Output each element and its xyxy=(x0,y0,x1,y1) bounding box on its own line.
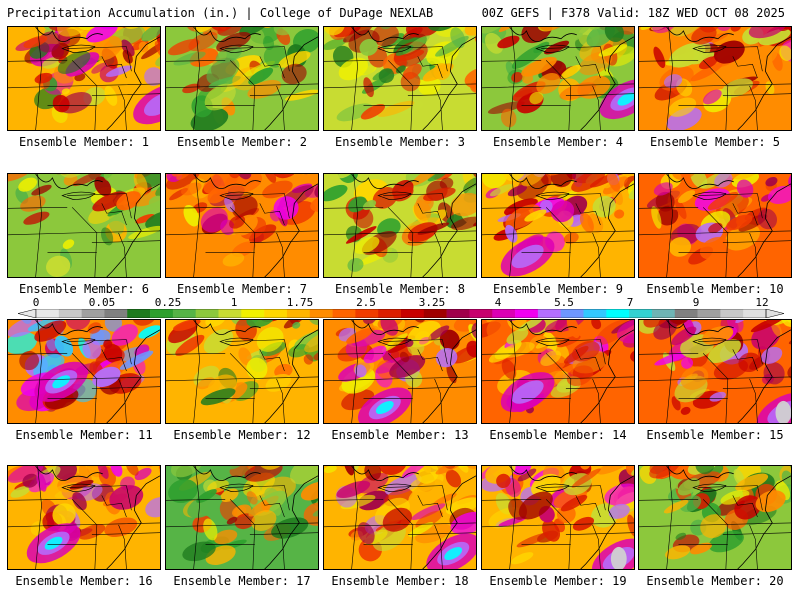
colorbar-swatch xyxy=(606,309,630,318)
colorbar-swatch xyxy=(469,309,493,318)
member-caption-15: Ensemble Member: 15 xyxy=(646,428,784,442)
colorbar-swatch xyxy=(150,309,174,318)
colorbar-swatch xyxy=(104,309,128,318)
precip-map-panel-5 xyxy=(638,26,792,131)
precip-map-panel-8 xyxy=(323,173,477,278)
colorbar-label: 5.5 xyxy=(554,296,574,309)
run-info: 00Z GEFS | F378 Valid: 18Z WED OCT 08 20… xyxy=(481,6,785,20)
colorbar-swatch xyxy=(651,309,676,318)
colorbar-label: 2.5 xyxy=(356,296,376,309)
colorbar-label: 3.25 xyxy=(418,296,446,309)
member-caption-17: Ensemble Member: 17 xyxy=(173,574,311,588)
colorbar-swatch xyxy=(81,309,105,318)
member-caption-10: Ensemble Member: 10 xyxy=(646,282,784,296)
colorbar-swatch xyxy=(674,309,698,318)
colorbar-swatch xyxy=(515,309,539,318)
member-caption-19: Ensemble Member: 19 xyxy=(489,574,627,588)
colorbar-label: 0 xyxy=(32,296,40,309)
colorbar-swatch xyxy=(36,309,60,318)
precip-map-panel-6 xyxy=(7,173,161,278)
colorbar-swatch xyxy=(560,309,584,318)
colorbar-swatch xyxy=(218,309,242,318)
colorbar-swatch xyxy=(743,309,767,318)
precip-map-panel-4 xyxy=(481,26,635,131)
member-caption-7: Ensemble Member: 7 xyxy=(176,282,308,296)
colorbar-swatch xyxy=(446,309,470,318)
member-caption-20: Ensemble Member: 20 xyxy=(646,574,784,588)
colorbar-swatch xyxy=(583,309,607,318)
member-caption-13: Ensemble Member: 13 xyxy=(331,428,469,442)
colorbar-label: 0.25 xyxy=(154,296,182,309)
precip-map-panel-20 xyxy=(638,465,792,570)
colorbar-label: 9 xyxy=(692,296,700,309)
colorbar-swatch xyxy=(309,309,333,318)
colorbar-swatch xyxy=(127,309,151,318)
precip-map-panel-1 xyxy=(7,26,161,131)
precip-map-panel-15 xyxy=(638,319,792,424)
colorbar-label: 7 xyxy=(626,296,634,309)
colorbar-swatch xyxy=(720,309,744,318)
member-caption-4: Ensemble Member: 4 xyxy=(492,135,624,149)
member-caption-14: Ensemble Member: 14 xyxy=(489,428,627,442)
member-caption-12: Ensemble Member: 12 xyxy=(173,428,311,442)
member-caption-1: Ensemble Member: 1 xyxy=(18,135,150,149)
colorbar-swatch xyxy=(172,309,196,318)
colorbar-swatch xyxy=(378,309,402,318)
colorbar-label: 12 xyxy=(755,296,769,309)
member-caption-5: Ensemble Member: 5 xyxy=(649,135,781,149)
precip-map-panel-7 xyxy=(165,173,319,278)
colorbar-swatch xyxy=(332,309,356,318)
precip-map-panel-17 xyxy=(165,465,319,570)
colorbar-swatch xyxy=(629,309,653,318)
precip-map-panel-16 xyxy=(7,465,161,570)
member-caption-18: Ensemble Member: 18 xyxy=(331,574,469,588)
precip-map-panel-2 xyxy=(165,26,319,131)
colorbar-label: 0.05 xyxy=(88,296,116,309)
precip-map-panel-11 xyxy=(7,319,161,424)
colorbar-swatch xyxy=(241,309,265,318)
precip-map-panel-19 xyxy=(481,465,635,570)
member-caption-11: Ensemble Member: 11 xyxy=(15,428,153,442)
colorbar-swatch xyxy=(195,309,219,318)
colorbar-swatch xyxy=(264,309,288,318)
colorbar xyxy=(18,309,784,318)
member-caption-6: Ensemble Member: 6 xyxy=(18,282,150,296)
precip-map-panel-18 xyxy=(323,465,477,570)
member-caption-2: Ensemble Member: 2 xyxy=(176,135,308,149)
precip-map-panel-14 xyxy=(481,319,635,424)
precip-map-panel-9 xyxy=(481,173,635,278)
member-caption-16: Ensemble Member: 16 xyxy=(15,574,153,588)
colorbar-swatch xyxy=(58,309,82,318)
precip-map-panel-12 xyxy=(165,319,319,424)
member-caption-9: Ensemble Member: 9 xyxy=(492,282,624,296)
colorbar-label: 1 xyxy=(230,296,238,309)
member-caption-8: Ensemble Member: 8 xyxy=(334,282,466,296)
map-title: Precipitation Accumulation (in.) | Colle… xyxy=(7,6,434,20)
colorbar-swatch xyxy=(286,309,311,318)
precip-map-panel-13 xyxy=(323,319,477,424)
colorbar-label: 1.75 xyxy=(286,296,314,309)
colorbar-swatch xyxy=(423,309,447,318)
precip-map-panel-10 xyxy=(638,173,792,278)
colorbar-swatch xyxy=(697,309,721,318)
precip-map-panel-3 xyxy=(323,26,477,131)
colorbar-label: 4 xyxy=(494,296,502,309)
colorbar-swatch xyxy=(355,309,379,318)
colorbar-swatch xyxy=(492,309,516,318)
member-caption-3: Ensemble Member: 3 xyxy=(334,135,466,149)
colorbar-swatch xyxy=(401,309,425,318)
colorbar-swatch xyxy=(537,309,561,318)
